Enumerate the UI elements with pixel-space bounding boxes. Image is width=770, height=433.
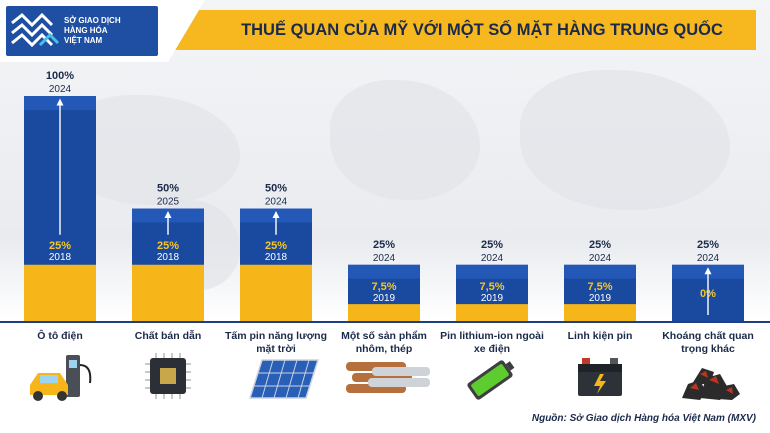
header-band bbox=[150, 10, 756, 50]
old-tariff-label: 7,5% bbox=[371, 281, 396, 293]
old-tariff-year: 2019 bbox=[481, 293, 504, 304]
new-tariff-year: 2024 bbox=[265, 197, 288, 208]
bar-highlight bbox=[456, 264, 528, 279]
category-label: Pin lithium-ion ngoài xe điện bbox=[440, 330, 544, 355]
old-tariff-label: 25% bbox=[157, 240, 179, 252]
chart-baseline bbox=[0, 321, 770, 323]
category-label: Khoáng chất quan trọng khác bbox=[662, 330, 754, 355]
logo-text: SỞ GIAO DỊCH HÀNG HÓA VIỆT NAM bbox=[64, 16, 121, 45]
new-tariff-label: 25% bbox=[373, 239, 395, 251]
bar-old-tariff bbox=[24, 264, 96, 321]
new-tariff-label: 25% bbox=[589, 239, 611, 251]
new-tariff-label: 25% bbox=[481, 239, 503, 251]
new-tariff-year: 2024 bbox=[373, 253, 396, 264]
category-label: Một số sản phẩm nhôm, thép bbox=[341, 330, 427, 355]
old-tariff-year: 2018 bbox=[265, 252, 288, 263]
old-tariff-label: 7,5% bbox=[587, 281, 612, 293]
new-tariff-label: 25% bbox=[697, 239, 719, 251]
old-tariff-year: 2019 bbox=[589, 293, 612, 304]
chart-title: THUẾ QUAN CỦA MỸ VỚI MỘT SỐ MẶT HÀNG TRU… bbox=[241, 21, 723, 39]
new-tariff-year: 2025 bbox=[157, 197, 180, 208]
new-tariff-year: 2024 bbox=[697, 253, 720, 264]
new-tariff-label: 50% bbox=[157, 183, 179, 195]
logo-icon bbox=[11, 12, 60, 48]
bar-highlight bbox=[564, 264, 636, 279]
new-tariff-label: 50% bbox=[265, 183, 287, 195]
bar-old-tariff bbox=[564, 304, 636, 321]
category-label: Chất bán dẫn bbox=[134, 330, 202, 342]
bar-old-tariff bbox=[132, 264, 204, 321]
old-tariff-label: 25% bbox=[49, 240, 71, 252]
old-tariff-year: 2019 bbox=[373, 293, 396, 304]
old-tariff-label: 25% bbox=[265, 240, 287, 252]
new-tariff-year: 2024 bbox=[481, 253, 504, 264]
bar-old-tariff bbox=[240, 264, 312, 321]
world-map-decoration bbox=[330, 80, 480, 200]
header: SỞ GIAO DỊCH HÀNG HÓA VIỆT NAM THUẾ QUAN… bbox=[0, 0, 770, 62]
logo: SỞ GIAO DỊCH HÀNG HÓA VIỆT NAM bbox=[6, 6, 158, 56]
category-label: Tấm pin năng lượng mặt trời bbox=[225, 330, 327, 355]
new-tariff-label: 100% bbox=[46, 70, 74, 82]
old-tariff-year: 2018 bbox=[49, 252, 72, 263]
category-label: Ô tô điện bbox=[37, 330, 83, 342]
source-note: Nguồn: Sở Giao dịch Hàng hóa Việt Nam (M… bbox=[531, 413, 756, 424]
bar-old-tariff bbox=[348, 304, 420, 321]
new-tariff-year: 2024 bbox=[589, 253, 612, 264]
bar-highlight bbox=[348, 264, 420, 279]
world-map-decoration bbox=[520, 70, 730, 210]
category-label: Linh kiện pin bbox=[567, 330, 633, 342]
new-tariff-year: 2024 bbox=[49, 84, 72, 95]
old-tariff-label: 7,5% bbox=[479, 281, 504, 293]
bar-old-tariff bbox=[456, 304, 528, 321]
old-tariff-label: 0% bbox=[700, 288, 716, 300]
old-tariff-year: 2018 bbox=[157, 252, 180, 263]
